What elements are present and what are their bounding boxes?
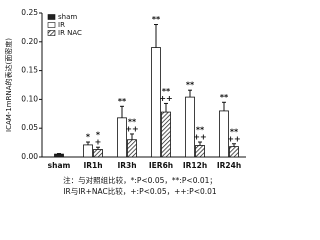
y-tick-label: 0.05 <box>21 123 38 132</box>
legend-swatch <box>47 30 56 36</box>
bar <box>93 149 103 158</box>
significance-label: ** <box>230 127 239 136</box>
x-tick-label: IR3h <box>117 161 136 170</box>
significance-label: ** <box>128 117 137 126</box>
x-tick-label: IR12h <box>183 161 207 170</box>
significance-label: ** <box>162 87 171 96</box>
bar <box>195 145 205 158</box>
y-axis-label: ICAM-1mRNA的表达(面密度) <box>4 38 13 132</box>
note: 注：与对照组比较，*:P<0.05，**:P<0.01； <box>63 175 217 185</box>
significance-label: ** <box>196 126 205 135</box>
x-tick-label: sham <box>48 161 71 170</box>
bar <box>185 96 195 158</box>
bar <box>54 153 64 158</box>
y-tick-label: 0.00 <box>21 152 38 161</box>
significance-label: + <box>95 138 102 147</box>
significance-label: * <box>96 131 101 140</box>
legend-label: sham <box>58 13 77 21</box>
bar <box>229 146 239 158</box>
legend-swatch <box>47 14 56 20</box>
x-tick-label: IR1h <box>83 161 102 170</box>
bar <box>161 111 171 158</box>
significance-label: ** <box>186 81 195 90</box>
significance-label: * <box>86 133 91 142</box>
y-tick-label: 0.25 <box>21 8 38 17</box>
significance-label: ++ <box>193 133 206 142</box>
y-tick-label: 0.10 <box>21 94 38 103</box>
significance-label: ** <box>118 97 127 106</box>
chart: ICAM-1mRNA的表达(面密度) 注：与对照组比较，*:P<0.05，**:… <box>4 8 246 196</box>
y-tick-label: 0.20 <box>21 37 38 46</box>
legend-label: IR NAC <box>58 29 82 37</box>
significance-label: ++ <box>125 124 138 133</box>
significance-label: ** <box>220 93 229 102</box>
significance-label: ++ <box>227 134 240 143</box>
legend-label: IR <box>58 21 65 29</box>
bar <box>127 139 137 158</box>
legend-swatch <box>47 22 56 28</box>
x-tick-label: IER6h <box>149 161 173 170</box>
y-tick-label: 0.15 <box>21 66 38 75</box>
significance-label: ** <box>152 15 161 24</box>
x-tick-label: IR24h <box>217 161 241 170</box>
bar <box>83 144 93 158</box>
significance-label: ++ <box>159 94 172 103</box>
note: IR与IR+NAC比较，+:P<0.05，++:P<0.01 <box>63 186 217 196</box>
